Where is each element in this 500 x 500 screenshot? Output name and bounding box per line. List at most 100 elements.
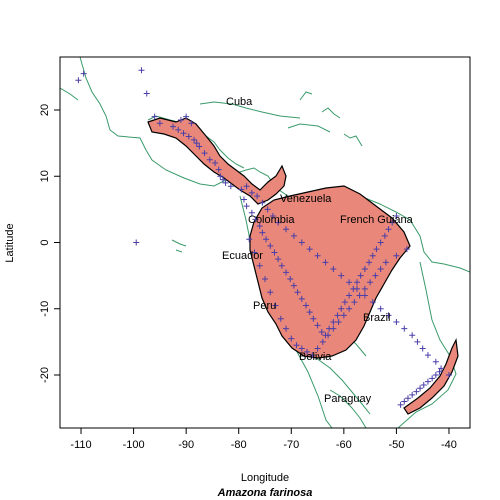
occurrence-point <box>287 275 294 282</box>
occurrence-point <box>314 252 321 259</box>
occurrence-point <box>335 319 342 325</box>
occurrence-point <box>267 289 274 296</box>
x-tick-label: -90 <box>178 439 194 451</box>
occurrence-point <box>357 272 364 279</box>
occurrence-point <box>264 206 271 213</box>
occurrence-point <box>259 229 266 236</box>
occurrence-point <box>436 368 443 375</box>
occurrence-point <box>377 266 384 272</box>
x-tick-label: -40 <box>441 439 457 451</box>
occurrence-point <box>414 338 421 345</box>
occurrence-point <box>252 216 259 223</box>
occurrence-point <box>243 203 250 210</box>
country-labels: Cuba Venezuela Colombia French Guiana Ec… <box>222 96 414 405</box>
occurrence-point <box>319 338 326 345</box>
occurrence-point <box>283 226 290 233</box>
occurrence-point <box>293 342 300 349</box>
occurrence-point <box>409 391 416 398</box>
occurrence-point <box>346 279 353 286</box>
occurrence-point <box>367 279 374 286</box>
occurrence-point <box>389 219 396 226</box>
y-tick-label: 10 <box>39 170 51 182</box>
occurrence-point <box>432 372 439 378</box>
occurrence-point <box>138 67 145 74</box>
occurrence-point <box>432 358 439 365</box>
occurrence-point <box>201 150 208 157</box>
occurrence-point <box>193 140 200 147</box>
occurrence-point <box>438 365 445 372</box>
y-axis: 20 10 0 -10 -20 <box>39 104 60 383</box>
occurrence-point <box>366 259 373 266</box>
occurrence-point <box>275 219 282 226</box>
occurrence-point <box>183 113 190 120</box>
x-tick-label: -100 <box>123 439 145 451</box>
x-axis-title: Longitude <box>241 472 289 484</box>
occurrence-point <box>248 209 255 216</box>
occurrence-point <box>310 315 317 322</box>
occurrence-point <box>288 335 295 342</box>
occurrence-points <box>75 67 452 408</box>
occurrence-point <box>254 193 261 200</box>
occurrence-point <box>227 183 234 190</box>
occurrence-point <box>283 325 290 332</box>
occurrence-point <box>80 70 87 77</box>
occurrence-point <box>215 166 222 173</box>
x-tick-label: -80 <box>231 439 247 451</box>
country-label-colombia: Colombia <box>248 214 295 226</box>
occurrence-point <box>290 282 297 289</box>
country-label-cuba: Cuba <box>226 96 253 108</box>
species-range <box>147 117 459 415</box>
occurrence-point <box>256 222 263 229</box>
occurrence-point <box>330 266 337 272</box>
occurrence-point <box>385 312 392 319</box>
occurrence-point <box>372 272 379 279</box>
x-tick-label: -110 <box>70 439 91 451</box>
occurrence-point <box>326 325 333 332</box>
occurrence-point <box>393 213 400 219</box>
occurrence-point <box>306 309 313 316</box>
occurrence-point <box>262 275 268 282</box>
occurrence-point <box>346 292 353 299</box>
occurrence-point <box>413 388 420 395</box>
occurrence-point <box>298 239 305 246</box>
occurrence-point <box>191 136 198 143</box>
occurrence-point <box>356 292 363 299</box>
occurrence-point <box>306 246 313 253</box>
occurrence-point <box>217 173 224 180</box>
occurrence-point <box>304 348 311 355</box>
occurrence-point <box>294 289 301 296</box>
country-label-french-guiana: French Guiana <box>340 214 414 226</box>
occurrence-point <box>369 252 376 259</box>
occurrence-point <box>377 239 384 246</box>
occurrence-point <box>246 236 253 243</box>
range-central-america <box>147 117 287 205</box>
occurrence-point <box>417 385 424 392</box>
occurrence-point <box>298 345 305 352</box>
range-amazon-basin <box>249 185 411 359</box>
occurrence-point <box>259 199 266 206</box>
occurrence-point <box>393 319 400 325</box>
occurrence-point <box>188 120 195 127</box>
occurrence-point <box>133 239 140 246</box>
occurrence-point <box>156 120 163 127</box>
occurrence-point <box>341 299 348 306</box>
occurrence-point <box>196 143 203 150</box>
occurrence-point <box>424 378 431 385</box>
y-tick-label: 20 <box>39 104 51 116</box>
occurrence-point <box>377 305 384 312</box>
occurrence-point <box>401 325 408 332</box>
country-label-ecuador: Ecuador <box>222 250 263 262</box>
occurrence-point <box>353 279 360 286</box>
occurrence-point <box>409 332 416 339</box>
x-tick-label: -60 <box>336 439 352 451</box>
country-label-paraguay: Paraguay <box>324 393 372 405</box>
occurrence-point <box>263 236 270 243</box>
occurrence-point <box>424 352 431 359</box>
occurrence-point <box>373 246 380 253</box>
occurrence-point <box>346 305 353 312</box>
occurrence-point <box>322 259 329 266</box>
occurrence-point <box>251 249 258 256</box>
occurrence-point <box>369 299 376 306</box>
occurrence-point <box>330 319 337 325</box>
occurrence-point <box>272 302 279 309</box>
